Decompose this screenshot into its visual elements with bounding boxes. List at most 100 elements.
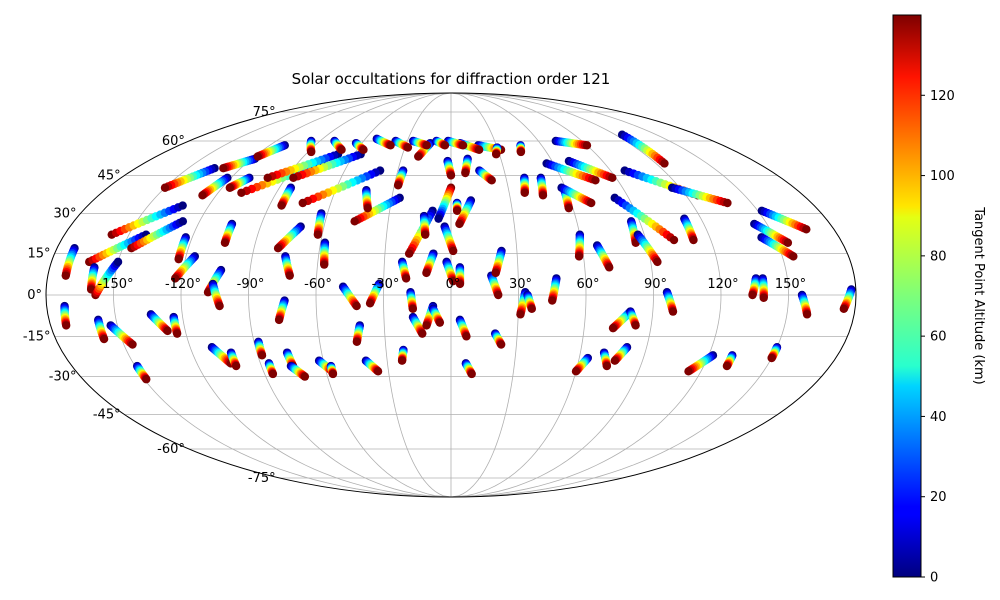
- lat-tick-label: 75°: [253, 105, 276, 120]
- occultation-track: [60, 301, 71, 330]
- lon-gridline: [113, 92, 452, 498]
- track-point: [418, 329, 427, 338]
- occultation-track: [289, 150, 365, 183]
- occultation-track: [362, 186, 372, 213]
- occultation-track: [85, 230, 151, 267]
- lat-tick-label: 45°: [98, 168, 121, 183]
- occultation-track: [461, 359, 476, 379]
- lon-tick-label: -120°: [165, 277, 201, 292]
- occultation-track: [198, 173, 232, 200]
- track-point: [113, 257, 123, 267]
- track-point: [434, 214, 443, 223]
- map-grid: [46, 92, 856, 498]
- occultation-track: [372, 134, 395, 150]
- lat-tick-label: 60°: [162, 134, 185, 149]
- occultation-track: [338, 282, 361, 311]
- track-point: [591, 176, 600, 185]
- occultation-track: [491, 246, 506, 278]
- occultation-track: [273, 222, 305, 253]
- track-point: [723, 198, 732, 208]
- track-point: [462, 332, 471, 341]
- track-point: [446, 171, 456, 180]
- occultation-track: [106, 321, 137, 349]
- track-point: [587, 198, 596, 208]
- track-point: [359, 145, 368, 154]
- track-point: [363, 203, 372, 213]
- occultation-track: [61, 243, 79, 280]
- track-point: [435, 318, 445, 327]
- track-point: [660, 159, 669, 168]
- lon-tick-label: 90°: [644, 277, 667, 292]
- track-point: [414, 152, 423, 161]
- occultation-track: [320, 238, 330, 269]
- occultation-track: [282, 348, 298, 371]
- track-point: [160, 183, 170, 192]
- track-point: [273, 243, 283, 253]
- track-point: [722, 361, 732, 371]
- occultation-track: [107, 201, 187, 239]
- track-point: [401, 274, 411, 283]
- occultation-track: [253, 141, 289, 161]
- track-point: [467, 369, 476, 379]
- occultation-track: [219, 154, 260, 173]
- occultation-track: [442, 257, 458, 286]
- track-point: [231, 361, 241, 371]
- track-point: [99, 334, 109, 344]
- lon-gridline: [248, 92, 452, 498]
- occultation-track: [767, 343, 782, 363]
- occultation-track: [520, 173, 529, 197]
- colorbar-ticks: 0 20 40 60 80 100 120: [921, 89, 955, 586]
- occultation-track: [263, 150, 343, 183]
- track-point: [548, 296, 557, 305]
- track-point: [253, 152, 262, 161]
- track-point: [461, 168, 470, 178]
- track-point: [538, 191, 548, 200]
- occultation-track: [432, 136, 450, 150]
- occultation-track: [225, 173, 254, 192]
- track-point: [839, 304, 849, 314]
- lon-tick-label: -150°: [97, 277, 133, 292]
- track-point: [300, 372, 310, 381]
- occultation-track: [408, 312, 427, 338]
- occultation-track: [684, 351, 718, 376]
- track-point: [203, 288, 213, 297]
- track-point: [298, 198, 307, 208]
- occultation-track: [455, 315, 471, 341]
- track-point: [653, 257, 662, 267]
- track-point: [263, 173, 272, 183]
- track-point: [608, 323, 618, 333]
- track-point: [767, 353, 776, 363]
- occultation-track: [254, 337, 267, 360]
- track-point: [174, 254, 183, 264]
- lon-gridline: [450, 92, 789, 498]
- track-point: [403, 143, 413, 152]
- occultation-track: [169, 312, 182, 338]
- map-boundary: [45, 92, 857, 498]
- track-point: [516, 147, 526, 157]
- track-point: [225, 183, 235, 192]
- track-point: [689, 235, 698, 245]
- occultation-track: [750, 219, 793, 247]
- track-point: [669, 235, 679, 245]
- occultation-tracks: [60, 130, 856, 384]
- occultation-track: [365, 279, 384, 308]
- track-point: [494, 290, 503, 300]
- occultation-track: [352, 321, 364, 347]
- lon-gridline: [383, 92, 452, 498]
- lon-gridline: [315, 92, 452, 498]
- track-point: [219, 163, 228, 173]
- track-point: [574, 252, 584, 261]
- lat-tick-label: -45°: [93, 408, 121, 423]
- lon-tick-label: 30°: [509, 277, 532, 292]
- occultation-track: [548, 274, 561, 305]
- track-point: [142, 375, 151, 384]
- colorbar: 0 20 40 60 80 100 120 Tangent Point Altitude (…: [892, 14, 986, 586]
- lon-gridline: [180, 92, 452, 498]
- lon-tick-label: 150°: [775, 277, 806, 292]
- occultation-track: [662, 288, 678, 316]
- track-point: [198, 191, 207, 200]
- occultation-track: [330, 136, 346, 154]
- track-point: [422, 268, 431, 278]
- track-point: [337, 145, 346, 154]
- track-point: [631, 321, 640, 330]
